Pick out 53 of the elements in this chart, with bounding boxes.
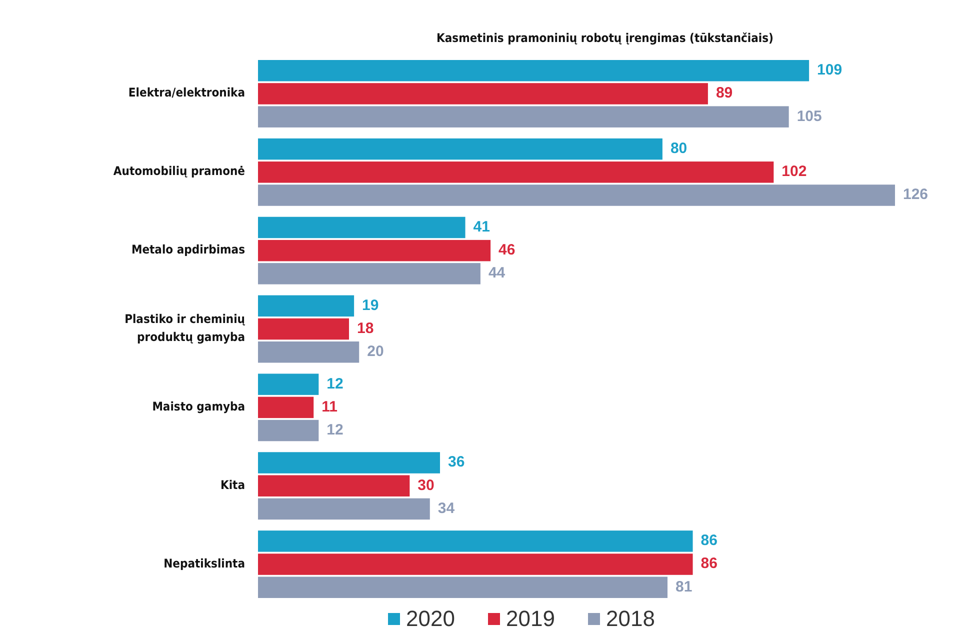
bar (258, 83, 708, 104)
bar (258, 530, 693, 552)
data-label: 89 (716, 84, 733, 102)
bar (258, 554, 693, 575)
bar (258, 216, 466, 238)
bar (258, 162, 774, 183)
y-tick-label: Automobilių pramonė (113, 164, 245, 178)
bar (258, 341, 360, 363)
data-label: 44 (488, 264, 506, 282)
bar (258, 138, 662, 160)
data-label: 30 (418, 476, 434, 494)
legend-label: 2019 (506, 606, 555, 630)
bar (258, 295, 354, 317)
y-tick-label: Plastiko ir cheminių produktų gamyba (124, 312, 246, 344)
y-tick-label: Maisto gamyba (152, 400, 245, 414)
data-label: 12 (326, 421, 344, 438)
data-label: 105 (796, 108, 822, 125)
data-label: 109 (817, 62, 842, 79)
data-label: 11 (322, 398, 338, 416)
data-label: 20 (367, 343, 384, 360)
legend-label: 2020 (406, 606, 455, 630)
data-label: 80 (670, 140, 688, 158)
bar (258, 106, 789, 128)
bar (258, 452, 440, 474)
bar (258, 263, 480, 284)
chart-title: Kasmetinis pramoninių robotų įrengimas (tūkstančiais) (436, 31, 774, 45)
bar (258, 240, 491, 262)
data-label: 36 (448, 454, 465, 471)
data-label: 86 (700, 555, 718, 572)
data-label: 34 (438, 500, 456, 517)
data-label: 19 (362, 296, 379, 314)
y-tick-label: Kita (220, 478, 245, 492)
bar (258, 420, 319, 442)
bar (258, 374, 319, 395)
bar (258, 475, 410, 496)
y-tick-label: Metalo apdirbimas (131, 242, 245, 257)
bar (258, 184, 895, 206)
data-label: 126 (903, 186, 928, 204)
bar (258, 396, 314, 418)
bar (258, 576, 668, 598)
data-label: 18 (357, 320, 374, 337)
bar (258, 318, 349, 340)
data-label: 46 (498, 242, 516, 259)
y-tick-label: Nepatikslinta (164, 556, 245, 571)
data-label: 81 (676, 578, 692, 596)
y-tick-label: Elektra/elektronika (128, 86, 245, 100)
bar (258, 60, 810, 82)
data-label: 102 (782, 163, 807, 180)
legend-label: 2018 (606, 606, 655, 630)
data-label: 12 (326, 375, 344, 392)
bar (258, 498, 430, 520)
data-label: 41 (473, 218, 490, 236)
data-label: 86 (700, 532, 718, 550)
